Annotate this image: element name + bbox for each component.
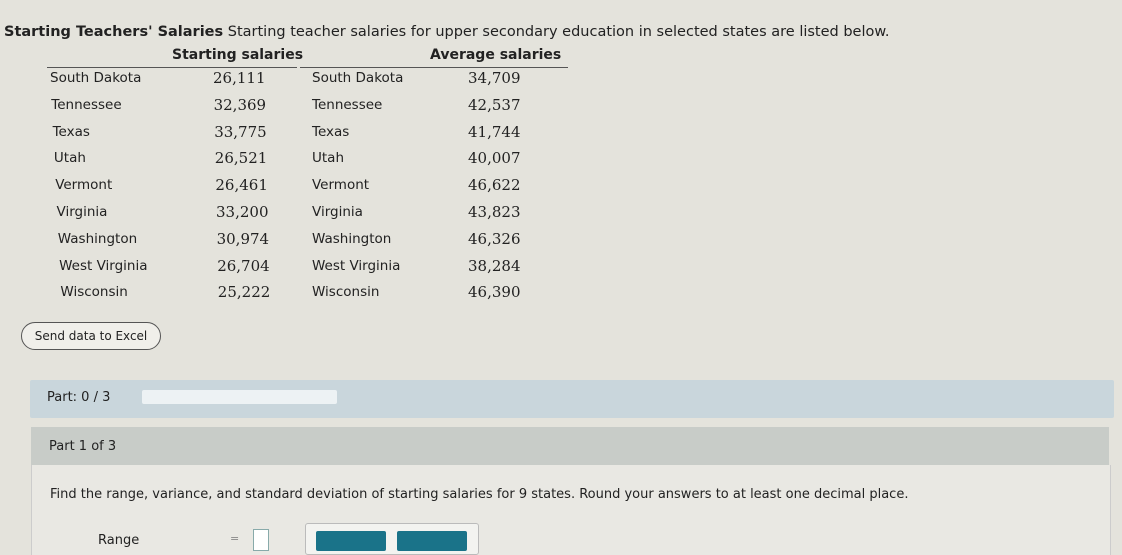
equals-sign: = <box>230 532 240 545</box>
average-salary: 43,823 <box>468 203 521 221</box>
header-rule <box>300 67 568 68</box>
state-name: West Virginia <box>312 257 401 274</box>
header-rule <box>47 67 297 68</box>
send-to-excel-button[interactable]: Send data to Excel <box>21 322 161 350</box>
average-salary: 46,326 <box>468 229 521 248</box>
state-name: Vermont <box>55 177 113 194</box>
state-name: Tennessee <box>51 96 122 113</box>
clear-button[interactable] <box>316 531 386 551</box>
starting-salary: 26,461 <box>215 176 268 195</box>
question-text: Find the range, variance, and standard d… <box>50 487 909 502</box>
progress-track <box>142 390 337 404</box>
range-input[interactable] <box>253 529 269 551</box>
problem-title: Starting Teachers' Salaries Starting tea… <box>4 24 890 40</box>
starting-salary: 30,974 <box>216 229 270 248</box>
part1-label: Part 1 of 3 <box>49 439 117 454</box>
state-name: Virginia <box>56 204 108 220</box>
starting-salary: 26,521 <box>214 149 268 168</box>
starting-salary: 33,200 <box>216 203 269 221</box>
undo-button[interactable] <box>397 531 467 551</box>
state-name: Utah <box>53 150 86 167</box>
state-name: Washington <box>312 230 392 247</box>
starting-salary: 33,775 <box>214 122 267 141</box>
state-name: Tennessee <box>312 96 383 113</box>
starting-header: Starting salaries <box>172 47 304 63</box>
part1-header <box>31 427 1109 465</box>
state-name: Utah <box>312 150 345 167</box>
state-name: Vermont <box>312 177 370 194</box>
starting-salary: 26,704 <box>217 256 270 275</box>
average-header: Average salaries <box>430 47 562 63</box>
range-label: Range <box>98 533 140 548</box>
question-panel <box>31 465 1111 555</box>
state-name: Washington <box>57 230 138 247</box>
part-counter: Part: 0 / 3 <box>47 390 111 405</box>
state-name: Texas <box>312 123 350 140</box>
average-salary: 34,709 <box>468 69 521 87</box>
state-name: Wisconsin <box>312 284 380 301</box>
state-name: West Virginia <box>59 257 148 274</box>
starting-salary: 25,222 <box>217 283 271 302</box>
average-salary: 40,007 <box>468 149 521 168</box>
state-name: Virginia <box>312 204 363 220</box>
average-salary: 41,744 <box>468 122 521 141</box>
starting-salary: 26,111 <box>213 69 266 87</box>
starting-salary: 32,369 <box>213 95 267 114</box>
average-salary: 46,390 <box>468 283 521 302</box>
average-salary: 46,622 <box>468 176 521 195</box>
state-name: Texas <box>52 123 90 140</box>
state-name: South Dakota <box>50 70 142 86</box>
state-name: Wisconsin <box>60 284 128 301</box>
average-salary: 42,537 <box>468 95 521 114</box>
average-salary: 38,284 <box>468 256 521 275</box>
state-name: South Dakota <box>312 70 404 86</box>
